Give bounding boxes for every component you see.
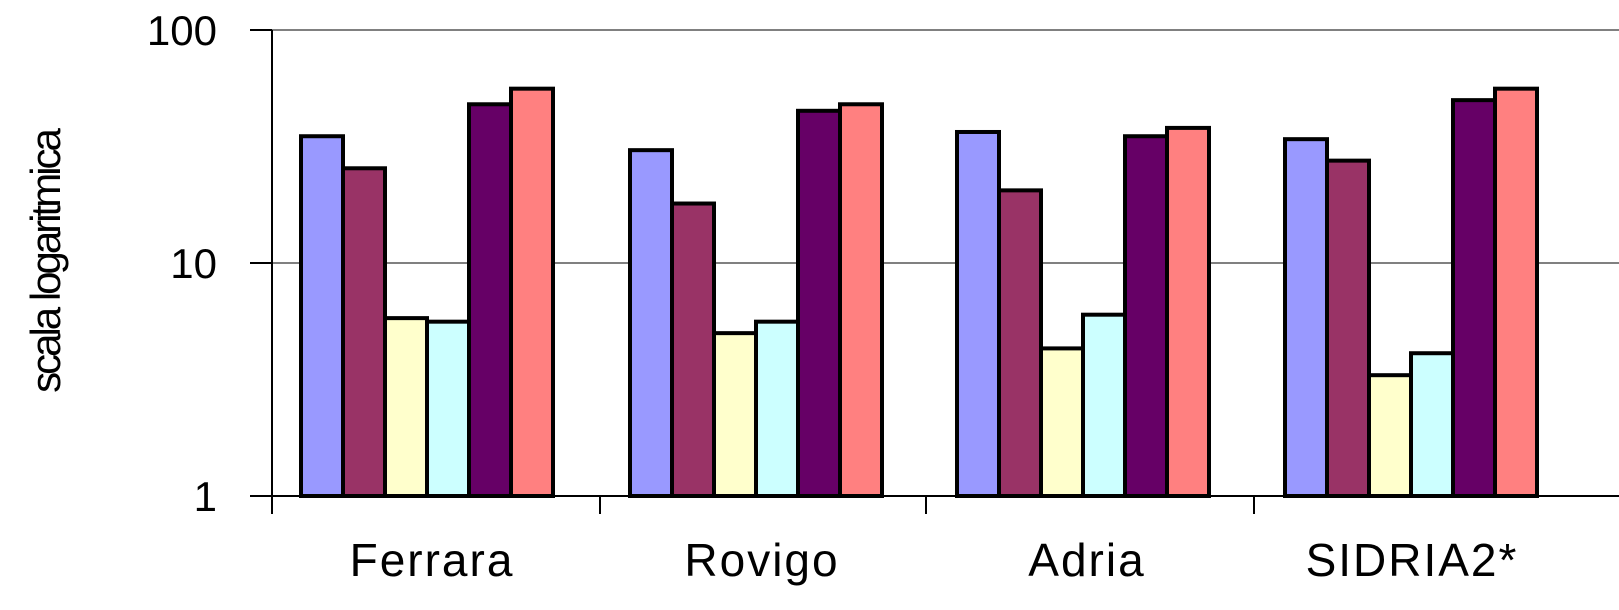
bar-ferrara-s4: [425, 319, 471, 498]
bar-adria-s6: [1165, 125, 1211, 498]
bar-sidria2-s5: [1451, 98, 1497, 499]
y-axis-title: scala logaritmica: [22, 127, 69, 392]
bar-adria-s2: [997, 188, 1043, 498]
bar-rovigo-s6: [838, 102, 884, 499]
bar-adria-s1: [955, 129, 1001, 499]
bar-ferrara-s3: [383, 316, 429, 498]
bar-rovigo-s4: [754, 319, 800, 498]
axes: [250, 29, 1619, 514]
bar-ferrara-s2: [341, 166, 387, 499]
bar-sidria2-s4: [1409, 351, 1455, 499]
bar-ferrara-s5: [467, 102, 513, 499]
y-tick-label: 100: [147, 7, 217, 54]
x-category-label: SIDRIA2*: [1306, 534, 1519, 586]
bar-rovigo-s3: [712, 331, 758, 498]
x-category-label: Adria: [1028, 534, 1145, 586]
bar-ferrara-s6: [509, 86, 555, 499]
y-tick-label: 1: [194, 473, 217, 520]
bar-sidria2-s2: [1325, 158, 1371, 499]
x-category-label: Rovigo: [684, 534, 839, 586]
bar-sidria2-s1: [1283, 137, 1329, 498]
bar-ferrara-s1: [299, 134, 345, 498]
bar-rovigo-s2: [670, 201, 716, 498]
bar-sidria2-s6: [1493, 86, 1539, 499]
bar-adria-s5: [1123, 134, 1169, 498]
bar-rovigo-s5: [796, 108, 842, 498]
y-tick-label: 10: [170, 240, 217, 287]
bar-adria-s3: [1039, 346, 1085, 498]
bar-rovigo-s1: [628, 148, 674, 498]
labels: 1 10 100 Ferrara Rovigo Adria SIDRIA2*: [147, 7, 1519, 586]
bar-sidria2-s3: [1367, 373, 1413, 498]
x-category-label: Ferrara: [350, 534, 515, 586]
bars: [299, 86, 1539, 499]
bar-adria-s4: [1081, 312, 1127, 498]
